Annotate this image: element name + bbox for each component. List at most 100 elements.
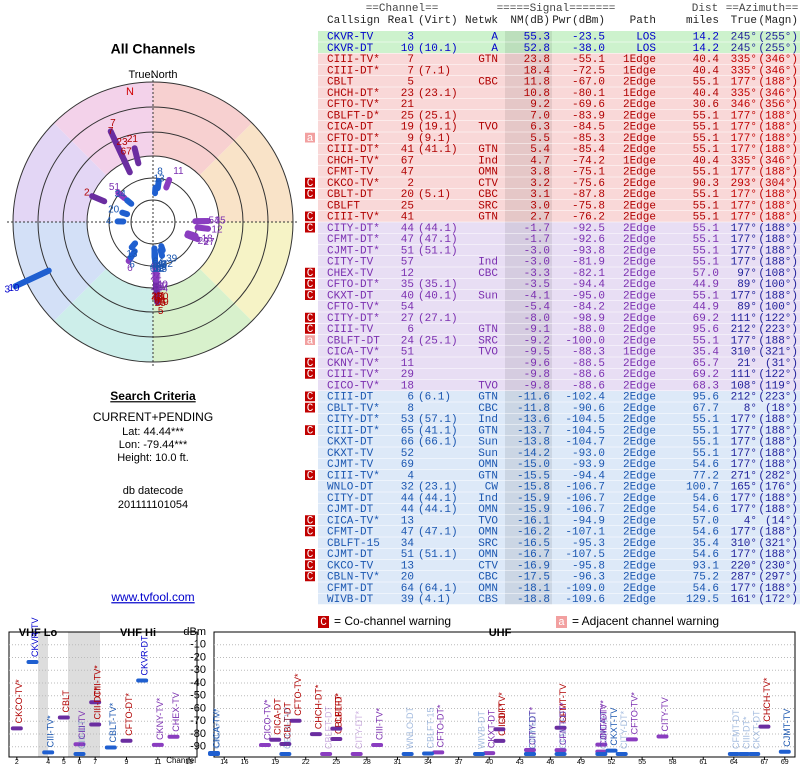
table-cell: 55.1 <box>693 189 720 201</box>
nm-column <box>505 211 552 222</box>
table-row <box>318 346 800 357</box>
warning-letter: C <box>307 527 314 539</box>
table-cell: 77.2 <box>693 470 719 482</box>
table-cell: 2Edge <box>623 234 656 246</box>
spectrum-chart: 2 4 5 6 7 9 11 13 14 16 19 22 25 28 31 34 37 40 43 46 49 52 55… <box>8 617 796 766</box>
warning-letter: C <box>307 369 314 381</box>
polar-channel-label: 5 <box>158 306 164 317</box>
x-tick-label: 9 <box>125 759 129 766</box>
table-cell: CIII-TV <box>327 324 374 336</box>
warning-icon <box>305 290 315 300</box>
table-cell: 5.4 <box>530 144 550 156</box>
signal-mark <box>758 724 771 729</box>
table-cell: 2Edge <box>623 77 656 89</box>
x-tick-label: 61 <box>699 759 707 766</box>
signal-callsign: CFTO-DT* <box>124 692 134 735</box>
table-cell: 69 <box>401 459 414 471</box>
table-cell: (188°) <box>758 414 798 426</box>
table-cell: (66.1) <box>418 437 458 449</box>
table-cell: 177° <box>731 144 757 156</box>
table-row <box>318 267 800 278</box>
nm-column <box>505 31 552 42</box>
table-cell: 2Edge <box>623 448 656 460</box>
signal-mark <box>120 738 133 743</box>
table-cell: 64 <box>401 583 415 595</box>
polar-channel-label: 12 <box>211 224 223 235</box>
table-cell: 55.1 <box>693 77 720 89</box>
column-header: miles <box>686 15 719 27</box>
column-header: Netwk <box>465 15 498 27</box>
signal-callsign: CIII-TV* <box>374 708 384 740</box>
table-cell: 177° <box>731 414 757 426</box>
table-cell: CKVR-DT <box>327 43 374 55</box>
table-cell: 55.1 <box>693 448 720 460</box>
table-cell: CFMT-DT* <box>327 234 380 246</box>
signal-mark <box>727 752 740 756</box>
x-tick-label: 58 <box>669 759 677 766</box>
polar-station <box>89 193 108 205</box>
band-label: VHF Hi <box>120 627 156 639</box>
x-tick-label: 19 <box>271 759 279 766</box>
table-cell: 55.1 <box>693 437 720 449</box>
warning-icon <box>305 335 315 345</box>
table-cell: 177° <box>731 448 757 460</box>
table-cell: CKCO-TV* <box>327 178 380 190</box>
x-tick-label: 25 <box>332 759 340 766</box>
signal-mark <box>473 752 486 756</box>
table-cell: CBLT <box>327 77 354 89</box>
table-cell: (9.1) <box>418 133 451 145</box>
signal-mark <box>432 750 445 755</box>
table-cell: 2Edge <box>623 200 656 212</box>
polar-channel-label: 64 <box>153 257 165 268</box>
y-tick-label: -50 <box>190 690 206 702</box>
nm-column <box>505 109 552 121</box>
table-cell: 2Edge <box>623 504 656 516</box>
table-cell: 55.1 <box>693 144 720 156</box>
site-link[interactable]: www.tvfool.com <box>110 590 194 604</box>
table-cell: -16.5 <box>517 538 550 550</box>
warning-icon <box>305 369 315 379</box>
polar-station <box>131 145 142 167</box>
nm-column <box>505 469 552 481</box>
signal-mark <box>625 737 638 742</box>
table-cell: Ind <box>478 414 498 426</box>
table-cell: (41.1) <box>418 425 458 437</box>
table-cell: 177° <box>731 335 757 347</box>
signal-mark <box>89 722 102 727</box>
table-cell: 11 <box>401 358 415 370</box>
nm-column <box>505 436 552 447</box>
signal-callsign: CIII-DT* <box>741 716 751 749</box>
table-row <box>318 278 800 290</box>
polar-channel-label: 2 <box>84 187 90 198</box>
table-cell: 212° <box>731 392 757 404</box>
table-cell: 2Edge <box>623 515 656 527</box>
polar-station <box>119 209 131 218</box>
table-cell: -104.5 <box>565 414 605 426</box>
table-cell: 346° <box>731 99 757 111</box>
table-cell: 2Edge <box>623 302 656 314</box>
polar-channel-label: 52 <box>153 263 165 274</box>
signal-callsign: CFMT-DT <box>731 709 741 749</box>
table-cell: -16.1 <box>517 515 550 527</box>
table-cell: 66 <box>401 437 414 449</box>
warning-icon <box>305 515 315 525</box>
polar-channel-label: 47 <box>151 284 163 295</box>
table-cell: CJMT-TV <box>327 459 374 471</box>
signal-mark <box>330 726 343 731</box>
table-cell: 55.1 <box>693 335 720 347</box>
table-cell: -8.0 <box>524 313 550 325</box>
table-cell: 97° <box>737 268 757 280</box>
signal-mark <box>309 732 322 737</box>
table-row <box>318 503 800 515</box>
column-header: (Virt) <box>418 15 458 27</box>
nm-column <box>505 346 552 357</box>
polar-channel-label: 39 <box>166 253 178 264</box>
table-cell: CKXT-TV <box>327 448 374 460</box>
table-cell: -109.0 <box>565 583 605 595</box>
table-cell: 2Edge <box>623 144 656 156</box>
signal-callsign: CKVR-DT <box>140 635 150 676</box>
warning-letter: C <box>307 392 314 404</box>
polar-station <box>163 176 173 191</box>
x-tick-label: 11 <box>154 759 161 766</box>
signal-mark <box>656 734 669 739</box>
